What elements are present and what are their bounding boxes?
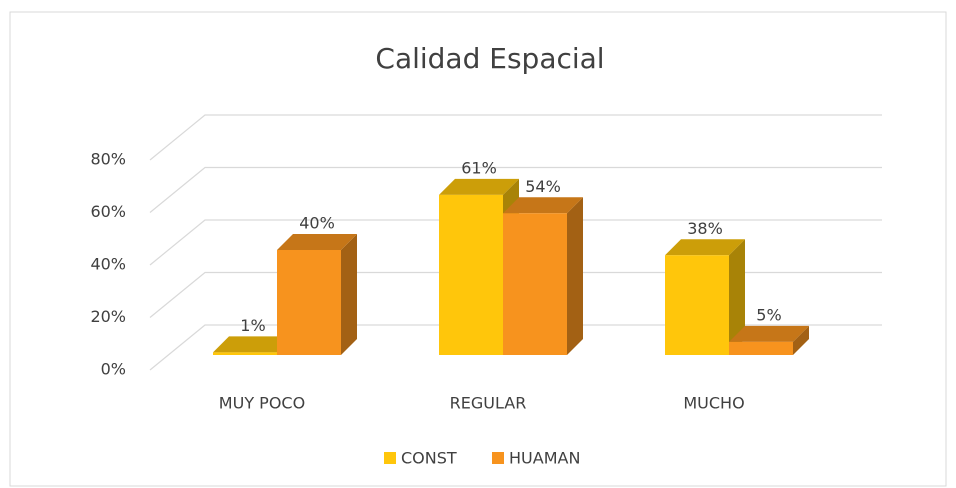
bar-face [665, 239, 745, 256]
bar-face [503, 213, 567, 355]
bar-face [665, 255, 729, 355]
legend-swatch [384, 452, 396, 464]
bar-face [729, 325, 809, 342]
data-label: 61% [461, 158, 497, 177]
x-tick-label: MUCHO [683, 394, 744, 413]
bar-face [793, 325, 809, 355]
bar [503, 197, 583, 355]
bar-face [503, 197, 583, 214]
legend-label: HUAMAN [509, 449, 580, 468]
bar-face [213, 336, 293, 353]
bar [729, 325, 809, 355]
bar-face [213, 352, 277, 355]
data-label: 40% [299, 214, 335, 233]
y-tick-label: 40% [90, 255, 126, 274]
bar-face [567, 197, 583, 355]
legend-swatch [492, 452, 504, 464]
chart-title: Calidad Espacial [375, 42, 604, 75]
bar-face [729, 341, 793, 355]
x-tick-label: REGULAR [450, 394, 527, 413]
bar-face [277, 234, 357, 250]
grid-line [149, 324, 882, 371]
bar [277, 234, 357, 355]
bar-face [277, 250, 341, 355]
legend-label: CONST [401, 449, 457, 468]
grid-line [149, 219, 882, 266]
y-tick-label: 0% [101, 360, 126, 379]
bar-face [729, 239, 745, 355]
y-tick-label: 20% [90, 307, 126, 326]
bar-face [439, 194, 503, 355]
grid-line [149, 114, 882, 161]
data-label: 1% [240, 316, 265, 335]
data-label: 5% [756, 305, 781, 324]
y-tick-label: 60% [90, 202, 126, 221]
bar [665, 239, 745, 355]
bar-face [341, 234, 357, 355]
bar-face [439, 178, 519, 195]
data-label: 38% [687, 219, 723, 238]
data-label: 54% [525, 177, 561, 196]
x-tick-label: MUY POCO [219, 394, 305, 413]
grid-line [149, 271, 882, 318]
y-tick-label: 80% [90, 150, 126, 169]
grid-line [149, 166, 882, 213]
